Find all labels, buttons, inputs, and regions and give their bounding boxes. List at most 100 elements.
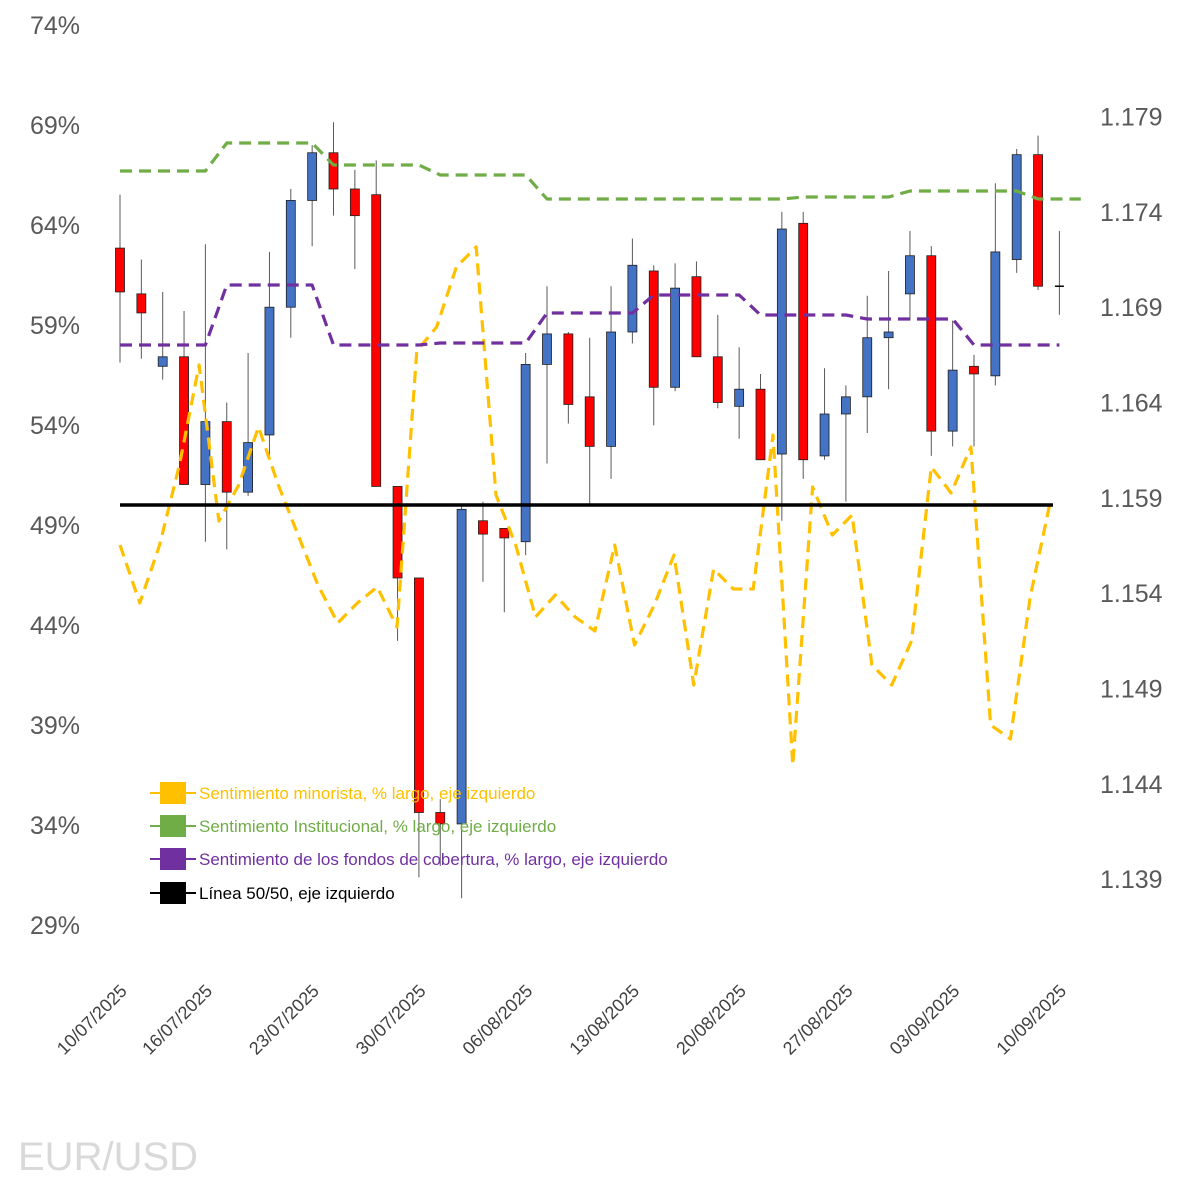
candle-body-bear (691, 276, 702, 358)
series-line-institutional (120, 141, 1081, 201)
candle-body-bull (285, 200, 296, 308)
candle-body-bull (883, 331, 894, 339)
pair-label: EUR/USD (18, 1135, 198, 1179)
candle-body-bear (563, 333, 574, 405)
right-tick-label: 1.164 (1100, 390, 1163, 418)
candle (691, 261, 702, 358)
candle-body-bear (221, 421, 232, 493)
legend-swatch (160, 882, 186, 904)
candle-body-bear (755, 388, 766, 461)
legend-label: Sentimiento Institucional, % largo, eje … (199, 817, 556, 836)
candle-body-bull (734, 388, 745, 407)
candle-body-bear (349, 188, 360, 217)
candle (392, 486, 403, 641)
x-tick-label: 20/08/2025 (672, 981, 750, 1059)
candle-body-bull (157, 356, 168, 367)
series-line-hedge (120, 283, 1060, 347)
candle-body-bull (990, 251, 1001, 377)
legend-label: Sentimiento de los fondos de cobertura, … (199, 850, 668, 869)
candle-body-bear (435, 812, 446, 825)
candle-body-bear (712, 356, 723, 403)
candle (798, 211, 809, 479)
candle (905, 230, 915, 321)
legend-item-hedge: Sentimiento de los fondos de cobertura, … (150, 848, 668, 870)
candle (157, 291, 168, 380)
candle (413, 577, 424, 878)
candle (456, 505, 467, 899)
candle-body-bear (328, 152, 339, 190)
candle-body-bear (478, 520, 488, 535)
candle-body-bear (969, 365, 979, 375)
candle (755, 373, 766, 461)
candle (712, 314, 723, 409)
candle-body-bull (606, 331, 616, 447)
candle (883, 270, 894, 390)
right-tick-label: 1.144 (1100, 771, 1163, 799)
candle-body-bear (1033, 154, 1043, 287)
candle (648, 265, 659, 426)
candle (841, 385, 851, 502)
legend-swatch (160, 848, 186, 870)
candle (990, 183, 1001, 386)
candle-body-bull (456, 508, 467, 825)
candle (1054, 230, 1064, 315)
candle (670, 263, 680, 392)
candle-body-bull (520, 364, 531, 543)
candle (584, 337, 595, 506)
candle-body-bear (136, 293, 147, 314)
candle (819, 368, 830, 460)
candle (307, 145, 318, 247)
left-tick-label: 29% (30, 912, 80, 940)
left-tick-label: 69% (30, 112, 80, 140)
x-tick-label: 23/07/2025 (245, 981, 323, 1059)
left-axis: 74% 69% 64% 59% 54% 49% 44% 39% 34% 29% (30, 12, 80, 940)
candle (349, 169, 360, 270)
right-tick-label: 1.154 (1100, 580, 1163, 608)
x-tick-label: 13/08/2025 (565, 981, 643, 1059)
candle (371, 160, 382, 487)
candle-body-bull (947, 369, 958, 432)
candle-body-bull (819, 413, 830, 457)
candle (969, 354, 979, 447)
x-axis: 10/07/2025 16/07/2025 23/07/2025 30/07/2025… (53, 981, 1070, 1059)
left-tick-label: 54% (30, 412, 80, 440)
right-tick-label: 1.179 (1100, 104, 1163, 132)
candle (542, 286, 552, 464)
legend-swatch (160, 815, 186, 837)
right-tick-label: 1.169 (1100, 294, 1163, 322)
right-tick-label: 1.139 (1100, 866, 1163, 894)
candle (115, 194, 125, 363)
candle-body-bull (905, 255, 915, 295)
candle (285, 188, 296, 338)
x-tick-label: 30/07/2025 (352, 981, 430, 1059)
left-tick-label: 44% (30, 612, 80, 640)
candle-body-bull (264, 306, 275, 436)
x-tick-label: 27/08/2025 (779, 981, 857, 1059)
candle (499, 527, 510, 613)
sentiment-lines (118, 141, 1081, 767)
candle-body-bull (776, 228, 787, 455)
candle (221, 402, 232, 550)
candle-body-bull (670, 287, 680, 388)
candle-body-bear (584, 396, 595, 447)
x-tick-label: 10/07/2025 (53, 981, 131, 1059)
candle-body-bear (392, 486, 403, 579)
candlestick-series (115, 122, 1064, 899)
x-tick-label: 16/07/2025 (138, 981, 216, 1059)
left-tick-label: 74% (30, 12, 80, 40)
candle (328, 122, 339, 216)
left-tick-label: 49% (30, 512, 80, 540)
candle (606, 286, 616, 479)
left-tick-label: 64% (30, 212, 80, 240)
legend-item-institutional: Sentimiento Institucional, % largo, eje … (150, 815, 556, 837)
legend: Sentimiento minorista, % largo, eje izqu… (150, 782, 668, 904)
candle (243, 352, 254, 496)
candle (627, 238, 638, 344)
candle-body-bear (499, 527, 510, 539)
legend-swatch (160, 782, 186, 804)
candle (264, 251, 275, 456)
candle-body-bear (926, 255, 937, 432)
candle (776, 211, 787, 521)
legend-label: Sentimiento minorista, % largo, eje izqu… (199, 784, 535, 803)
